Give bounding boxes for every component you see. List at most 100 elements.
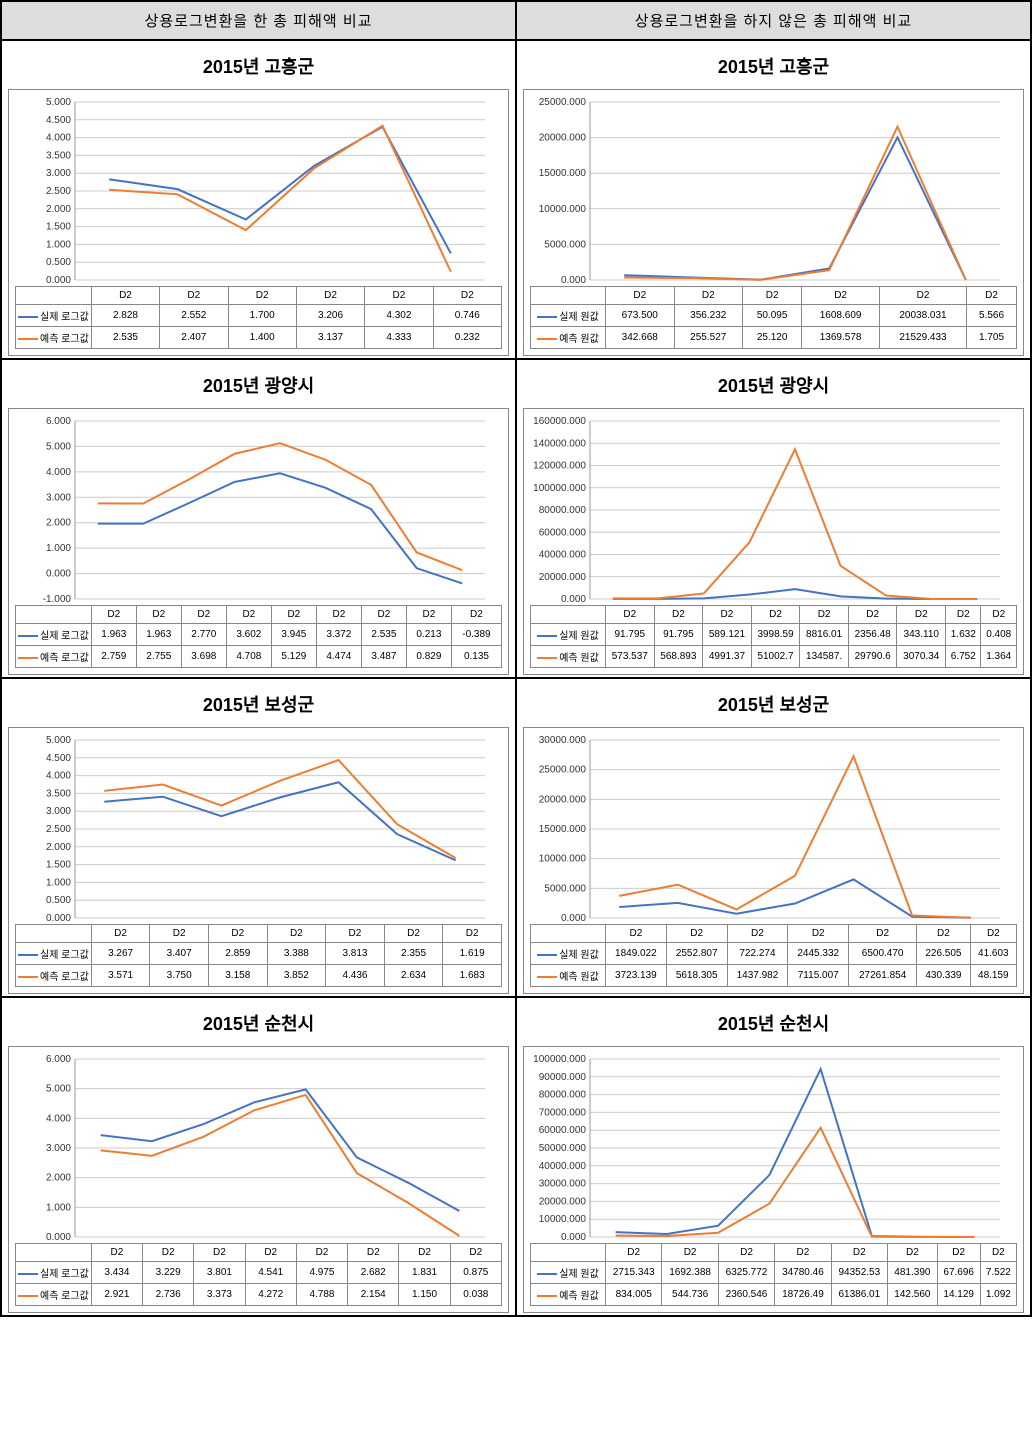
svg-text:5.000: 5.000 [46, 97, 71, 108]
data-value: 4.436 [326, 965, 385, 987]
data-value: 3.206 [296, 305, 364, 327]
plot-area: 0.00010000.00020000.00030000.00040000.00… [523, 1046, 1024, 1313]
svg-text:1.500: 1.500 [46, 222, 71, 233]
data-value: 2715.343 [606, 1262, 662, 1284]
data-value: 3.698 [181, 646, 226, 668]
svg-text:15000.000: 15000.000 [539, 168, 587, 179]
svg-text:50000.000: 50000.000 [539, 1143, 587, 1154]
data-value: -0.389 [451, 624, 501, 646]
category-label: D2 [316, 606, 361, 624]
data-value: 142.560 [888, 1284, 938, 1306]
category-label: D2 [897, 606, 946, 624]
chart-title: 2015년 보성군 [523, 691, 1024, 717]
svg-text:4.500: 4.500 [46, 753, 71, 764]
category-label: D2 [703, 606, 752, 624]
svg-text:4.000: 4.000 [46, 467, 71, 478]
series-legend: 실제 로그값 [16, 943, 92, 965]
svg-text:10000.000: 10000.000 [539, 204, 587, 215]
svg-text:80000.000: 80000.000 [539, 505, 587, 516]
category-label: D2 [917, 925, 971, 943]
series-legend: 예측 로그값 [16, 327, 92, 349]
data-value: 5618.305 [666, 965, 727, 987]
svg-text:1.500: 1.500 [46, 860, 71, 871]
category-label: D2 [654, 606, 703, 624]
data-value: 673.500 [606, 305, 675, 327]
svg-text:0.000: 0.000 [46, 913, 71, 924]
category-label: D2 [406, 606, 451, 624]
data-value: 3.852 [267, 965, 326, 987]
category-label: D2 [245, 1244, 296, 1262]
data-value: 6500.470 [849, 943, 917, 965]
svg-text:0.000: 0.000 [46, 275, 71, 286]
category-label: D2 [727, 925, 788, 943]
series-legend: 예측 원값 [531, 965, 606, 987]
data-value: 3.945 [271, 624, 316, 646]
data-value: 1.700 [228, 305, 296, 327]
svg-text:0.500: 0.500 [46, 895, 71, 906]
category-label: D2 [150, 925, 209, 943]
chart-panel: 2015년 순천시0.0001.0002.0003.0004.0005.0006… [1, 997, 516, 1316]
svg-text:140000.000: 140000.000 [533, 438, 586, 449]
data-value: 1.705 [967, 327, 1017, 349]
svg-text:6.000: 6.000 [46, 1054, 71, 1065]
data-value: 4.272 [245, 1284, 296, 1306]
svg-text:25000.000: 25000.000 [539, 765, 587, 776]
data-value: 1.963 [91, 624, 136, 646]
svg-text:5.000: 5.000 [46, 735, 71, 746]
svg-text:1.000: 1.000 [46, 543, 71, 554]
category-label: D2 [606, 1244, 662, 1262]
category-label: D2 [802, 287, 880, 305]
category-label: D2 [91, 606, 136, 624]
category-label: D2 [775, 1244, 831, 1262]
svg-text:5.000: 5.000 [46, 1084, 71, 1095]
category-label: D2 [451, 606, 501, 624]
category-label: D2 [267, 925, 326, 943]
data-value: 2.682 [348, 1262, 399, 1284]
svg-text:1.000: 1.000 [46, 239, 71, 250]
data-value: 34780.46 [775, 1262, 831, 1284]
category-label: D2 [848, 606, 897, 624]
svg-text:3.000: 3.000 [46, 1143, 71, 1154]
svg-text:6.000: 6.000 [46, 416, 71, 427]
data-value: 61386.01 [831, 1284, 887, 1306]
svg-text:5.000: 5.000 [46, 441, 71, 452]
category-label: D2 [433, 287, 501, 305]
data-value: 3.602 [226, 624, 271, 646]
data-value: 4.975 [296, 1262, 347, 1284]
category-label: D2 [937, 1244, 980, 1262]
data-value: 1.150 [399, 1284, 450, 1306]
data-value: 2.921 [91, 1284, 142, 1306]
data-value: 2360.546 [718, 1284, 774, 1306]
category-label: D2 [888, 1244, 938, 1262]
category-label: D2 [662, 1244, 718, 1262]
svg-text:4.000: 4.000 [46, 771, 71, 782]
series-legend: 실제 원값 [531, 943, 606, 965]
category-label: D2 [450, 1244, 501, 1262]
series-legend: 실제 로그값 [16, 624, 92, 646]
data-value: 2.407 [160, 327, 228, 349]
svg-text:20000.000: 20000.000 [539, 133, 587, 144]
data-value: 18726.49 [775, 1284, 831, 1306]
plot-area: 0.0000.5001.0001.5002.0002.5003.0003.500… [8, 727, 509, 994]
chart-title: 2015년 보성군 [8, 691, 509, 717]
chart-panel: 2015년 순천시0.00010000.00020000.00030000.00… [516, 997, 1031, 1316]
category-label: D2 [91, 287, 159, 305]
series-legend: 예측 로그값 [16, 1284, 92, 1306]
plot-area: -1.0000.0001.0002.0003.0004.0005.0006.00… [8, 408, 509, 675]
svg-text:3.500: 3.500 [46, 788, 71, 799]
svg-text:20000.000: 20000.000 [539, 1196, 587, 1207]
data-table: D2D2D2D2D2D2D2실제 로그값3.2673.4072.8593.388… [15, 924, 502, 987]
data-value: 3.158 [208, 965, 267, 987]
category-label: D2 [606, 287, 675, 305]
data-value: 343.110 [897, 624, 946, 646]
svg-text:0.500: 0.500 [46, 257, 71, 268]
data-value: 589.121 [703, 624, 752, 646]
svg-text:80000.000: 80000.000 [539, 1090, 587, 1101]
chart-panel: 2015년 보성군0.0005000.00010000.00015000.000… [516, 678, 1031, 997]
column-header-left: 상용로그변환을 한 총 피해액 비교 [1, 1, 516, 40]
svg-text:3.000: 3.000 [46, 806, 71, 817]
data-table: D2D2D2D2D2D2D2D2실제 원값2715.3431692.388632… [530, 1243, 1017, 1306]
data-value: 834.005 [606, 1284, 662, 1306]
data-value: 20038.031 [879, 305, 966, 327]
data-value: 3.373 [194, 1284, 245, 1306]
